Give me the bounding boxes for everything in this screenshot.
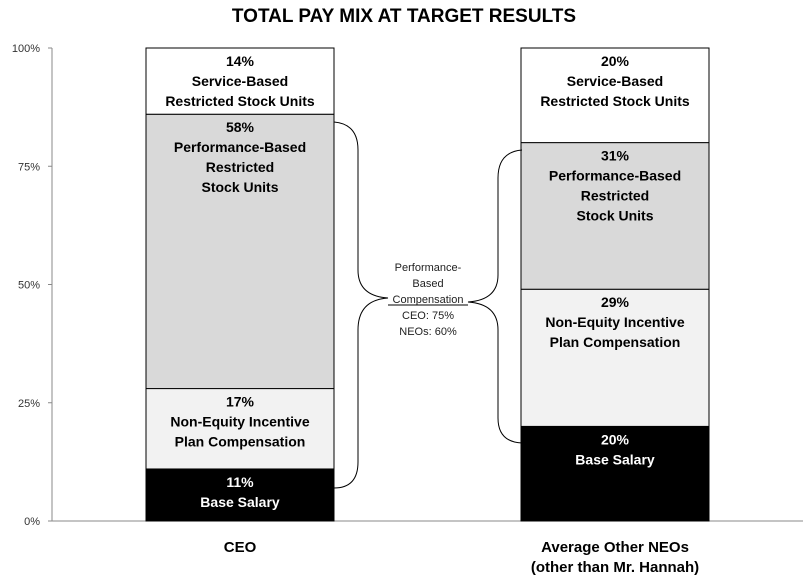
segment-name-label: Base Salary <box>575 451 655 467</box>
y-tick-label: 50% <box>18 280 40 292</box>
y-tick-label: 0% <box>24 516 40 528</box>
annotation-line: Compensation <box>393 294 464 306</box>
performance-brace <box>333 121 523 489</box>
annotation-line: Based <box>412 278 443 290</box>
segment-value-label: 17% <box>226 394 255 410</box>
bar-segment <box>520 288 710 427</box>
segment-name-label: Plan Compensation <box>550 334 681 350</box>
segment-value-label: 31% <box>601 148 630 164</box>
segment-name-label: Non-Equity Incentive <box>545 314 684 330</box>
segment-name-label: Service-Based <box>567 73 664 89</box>
segment-name-label: Service-Based <box>192 73 289 89</box>
segment-name-label: Non-Equity Incentive <box>170 414 309 430</box>
bars: 11% Base Salary 17% Non-Equity Incentive Pla… <box>145 47 710 576</box>
category-label: Average Other NEOs <box>541 539 689 556</box>
segment-name-label: Restricted <box>206 159 274 175</box>
segment-value-label: 20% <box>601 431 630 447</box>
bar-segment <box>145 388 335 470</box>
segment-name-label: Restricted <box>581 188 649 204</box>
category-label: CEO <box>224 539 257 556</box>
chart-title: TOTAL PAY MIX AT TARGET RESULTS <box>231 6 577 27</box>
segment-name-label: Base Salary <box>200 494 280 510</box>
bar-segment <box>145 468 335 522</box>
bar-segment <box>520 142 710 290</box>
performance-annotation: Performance- Based Compensation CEO: 75% NEO… <box>388 262 468 338</box>
segment-value-label: 11% <box>226 474 254 490</box>
annotation-line: NEOs: 60% <box>399 326 457 338</box>
segment-value-label: 58% <box>226 119 255 135</box>
segment-name-label: Performance-Based <box>174 139 306 155</box>
brace-left-ceo <box>333 121 389 489</box>
segment-value-label: 29% <box>601 294 630 310</box>
segment-name-label: Restricted Stock Units <box>540 93 690 109</box>
segment-name-label: Stock Units <box>576 208 653 224</box>
bar-segment <box>145 113 335 390</box>
annotation-line: Performance- <box>395 262 462 274</box>
bar-segment <box>520 47 710 144</box>
bar-segment <box>520 425 710 522</box>
axes: 0% 25% 50% 75% 100% <box>12 43 803 528</box>
y-tick-label: 25% <box>18 398 40 410</box>
segment-value-label: 20% <box>601 53 630 69</box>
segment-name-label: Stock Units <box>201 179 278 195</box>
brace-right-neo <box>467 149 523 444</box>
segment-name-label: Restricted Stock Units <box>165 93 315 109</box>
bar-segment <box>145 47 335 115</box>
y-tick-label: 75% <box>18 161 40 173</box>
category-label: (other than Mr. Hannah) <box>531 559 699 576</box>
y-tick-label: 100% <box>12 43 40 55</box>
segment-name-label: Plan Compensation <box>175 434 306 450</box>
annotation-line: CEO: 75% <box>402 310 454 322</box>
segment-name-label: Performance-Based <box>549 168 681 184</box>
segment-value-label: 14% <box>226 53 255 69</box>
